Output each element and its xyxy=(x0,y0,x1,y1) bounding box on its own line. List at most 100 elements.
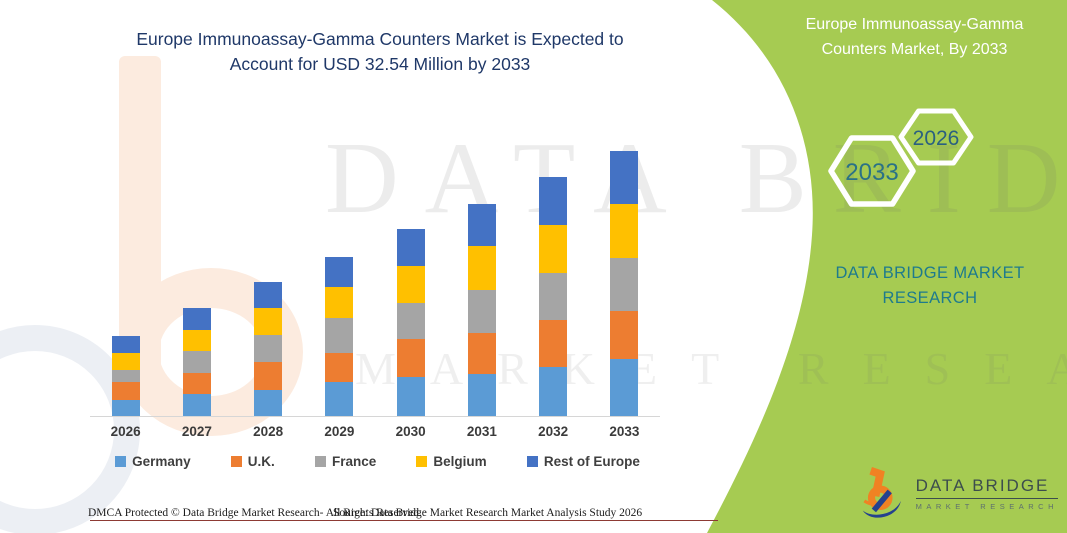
bar-segment-belgium-2026 xyxy=(111,352,140,371)
side-panel-title-line1: Europe Immunoassay-Gamma xyxy=(805,16,1024,33)
x-axis-label-2032: 2032 xyxy=(538,424,569,439)
bar-column-2031 xyxy=(446,140,517,416)
legend-label-belgium: Belgium xyxy=(433,454,487,469)
bar-segment-rest-of-europe-2032 xyxy=(539,177,568,226)
legend-item-u-k: U.K. xyxy=(230,454,275,469)
bar-segment-belgium-2031 xyxy=(467,246,496,290)
stacked-bar-2030 xyxy=(396,229,425,416)
legend-item-belgium: Belgium xyxy=(416,454,487,469)
stacked-bar-2027 xyxy=(182,307,211,416)
brand-wordmark-teal: DATA BRIDGE MARKET RESEARCH xyxy=(790,261,1067,311)
brand-line2: RESEARCH xyxy=(882,288,978,307)
bar-segment-belgium-2029 xyxy=(325,286,354,319)
bar-segment-germany-2030 xyxy=(396,376,425,416)
logo-subtitle: MARKET RESEARCH xyxy=(915,501,1058,511)
bar-segment-belgium-2030 xyxy=(396,266,425,303)
bar-segment-france-2028 xyxy=(254,335,283,363)
bar-segment-u-k-2030 xyxy=(396,339,425,377)
bar-segment-france-2029 xyxy=(325,318,354,353)
legend-swatch-u-k xyxy=(230,456,242,467)
legend: Germany U.K. France Belgium Rest of Europe xyxy=(95,454,660,469)
bar-column-2032 xyxy=(518,140,589,416)
x-axis-label-2027: 2027 xyxy=(181,424,212,439)
chart-title: Europe Immunoassay-Gamma Counters Market… xyxy=(60,27,700,78)
legend-swatch-belgium xyxy=(416,456,428,467)
stacked-bar-2032 xyxy=(539,177,568,416)
bar-segment-rest-of-europe-2026 xyxy=(111,336,140,353)
footer-dmca: DMCA Protected © Data Bridge Market Rese… xyxy=(88,507,422,519)
legend-swatch-germany xyxy=(115,456,127,467)
bar-segment-germany-2027 xyxy=(182,394,211,416)
stacked-bar-2033 xyxy=(610,151,639,416)
bar-segment-belgium-2032 xyxy=(539,225,568,274)
bar-segment-france-2027 xyxy=(182,350,211,373)
legend-item-germany: Germany xyxy=(115,454,191,469)
x-axis-label-2026: 2026 xyxy=(110,424,141,439)
legend-item-rest-of-europe: Rest of Europe xyxy=(526,454,640,469)
bar-column-2030 xyxy=(375,140,446,416)
stacked-bar-2031 xyxy=(467,204,496,416)
bar-segment-france-2031 xyxy=(467,289,496,333)
legend-swatch-france xyxy=(314,456,326,467)
logo-name: DATA BRIDGE xyxy=(915,476,1058,499)
logo-wordmark: DATA BRIDGE MARKET RESEARCH xyxy=(915,476,1058,511)
bar-column-2028 xyxy=(233,140,304,416)
bar-segment-u-k-2028 xyxy=(254,362,283,390)
x-axis-labels: 2026 2027 2028 2029 2030 2031 2032 2033 xyxy=(90,424,660,439)
bar-segment-france-2033 xyxy=(610,257,639,311)
hexagon-2026-label: 2026 xyxy=(913,127,960,150)
chart-title-line1: Europe Immunoassay-Gamma Counters Market… xyxy=(136,29,624,49)
hexagon-2033-label: 2033 xyxy=(845,159,898,186)
bar-segment-rest-of-europe-2031 xyxy=(467,204,496,247)
side-panel-title: Europe Immunoassay-Gamma Counters Market… xyxy=(772,13,1057,63)
bar-segment-u-k-2026 xyxy=(111,381,140,400)
bar-segment-rest-of-europe-2033 xyxy=(610,151,639,205)
bar-segment-germany-2033 xyxy=(610,358,639,416)
bar-segment-u-k-2032 xyxy=(539,319,568,368)
bar-segment-germany-2028 xyxy=(254,389,283,416)
bar-segment-france-2026 xyxy=(111,370,140,382)
bar-segment-france-2030 xyxy=(396,302,425,340)
bar-column-2027 xyxy=(161,140,232,416)
stacked-bar-2028 xyxy=(254,281,283,416)
bar-segment-france-2032 xyxy=(539,273,568,320)
bar-segment-germany-2032 xyxy=(539,367,568,416)
bar-segment-rest-of-europe-2029 xyxy=(325,257,354,287)
bar-column-2029 xyxy=(304,140,375,416)
legend-label-france: France xyxy=(331,454,377,469)
company-logo: DATA BRIDGE MARKET RESEARCH xyxy=(858,462,1058,524)
footer-rule xyxy=(90,520,718,521)
bar-segment-germany-2026 xyxy=(111,399,140,416)
side-panel-title-line2: Counters Market, By 2033 xyxy=(821,40,1008,58)
x-axis-label-2029: 2029 xyxy=(324,424,355,439)
bar-segment-belgium-2027 xyxy=(182,330,211,351)
legend-item-france: France xyxy=(314,454,377,469)
legend-swatch-rest-of-europe xyxy=(526,456,538,467)
x-axis-label-2028: 2028 xyxy=(253,424,284,439)
bar-segment-rest-of-europe-2028 xyxy=(254,281,283,308)
bar-column-2033 xyxy=(589,140,660,416)
stacked-bar-2026 xyxy=(111,336,140,416)
bar-segment-u-k-2031 xyxy=(467,332,496,374)
x-axis-label-2033: 2033 xyxy=(609,424,640,439)
chart-title-line2: Account for USD 32.54 Million by 2033 xyxy=(229,54,531,75)
bar-column-2026 xyxy=(90,140,161,416)
legend-label-germany: Germany xyxy=(132,454,191,469)
brand-line1: DATA BRIDGE MARKET xyxy=(835,264,1025,282)
bar-segment-u-k-2029 xyxy=(325,352,354,382)
bar-segment-germany-2031 xyxy=(467,373,496,416)
logo-b-icon xyxy=(862,467,901,518)
x-axis-label-2030: 2030 xyxy=(395,424,426,439)
legend-label-rest-of-europe: Rest of Europe xyxy=(543,454,640,469)
footer-source: Source: Data Bridge Market Research Mark… xyxy=(333,507,643,519)
bar-segment-rest-of-europe-2030 xyxy=(396,229,425,267)
legend-label-u-k: U.K. xyxy=(247,454,275,469)
bar-segment-u-k-2027 xyxy=(182,372,211,394)
bar-segment-u-k-2033 xyxy=(610,310,639,359)
x-axis-label-2031: 2031 xyxy=(466,424,497,439)
stacked-bar-2029 xyxy=(325,257,354,416)
bar-segment-belgium-2033 xyxy=(610,204,639,258)
bar-segment-belgium-2028 xyxy=(254,307,283,336)
plot-area xyxy=(90,140,660,417)
